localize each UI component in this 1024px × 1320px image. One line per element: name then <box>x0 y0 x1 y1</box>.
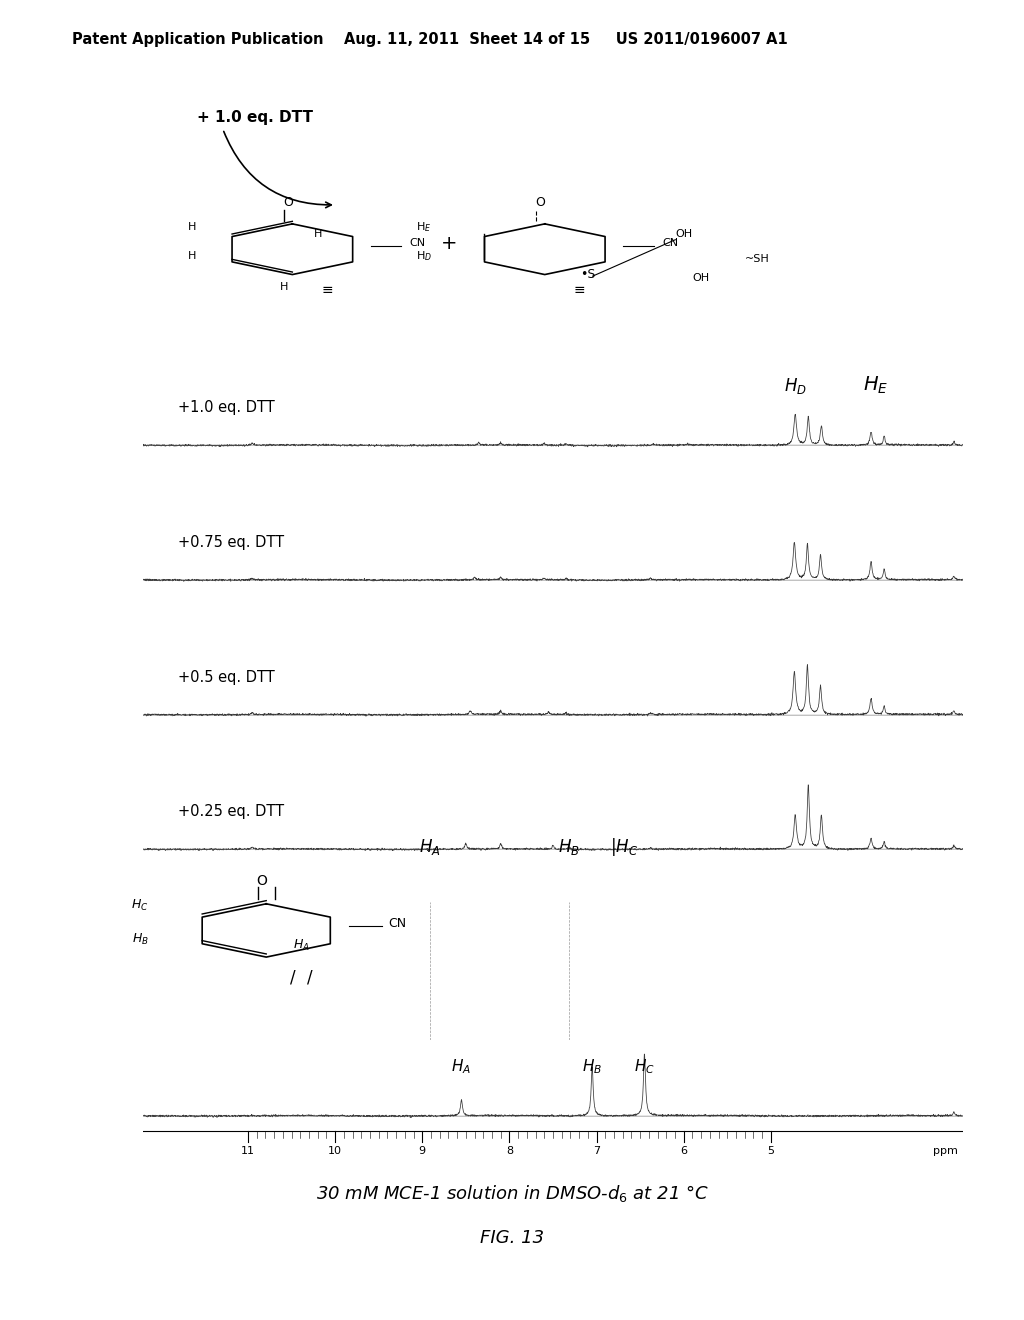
Text: 9: 9 <box>419 1146 426 1156</box>
Text: O: O <box>536 197 546 210</box>
Text: ≡: ≡ <box>573 282 586 297</box>
Text: ~SH: ~SH <box>745 253 770 264</box>
Text: H: H <box>188 222 197 232</box>
Text: 8: 8 <box>506 1146 513 1156</box>
Text: O: O <box>256 874 267 888</box>
Text: •S: •S <box>581 268 596 281</box>
Text: $|H_C$: $|H_C$ <box>610 836 639 858</box>
Text: +0.75 eq. DTT: +0.75 eq. DTT <box>178 535 285 550</box>
Text: O: O <box>283 197 293 210</box>
Text: $H_E$: $H_E$ <box>863 375 888 396</box>
Text: 7: 7 <box>593 1146 600 1156</box>
Text: /: / <box>307 968 312 986</box>
Text: /: / <box>290 968 295 986</box>
Text: $H_A$: $H_A$ <box>419 837 441 857</box>
Text: H$_E$: H$_E$ <box>417 220 432 234</box>
Text: CN: CN <box>663 238 678 248</box>
Text: +0.5 eq. DTT: +0.5 eq. DTT <box>178 669 275 685</box>
Text: $H_B$: $H_B$ <box>132 932 148 946</box>
Text: ≡: ≡ <box>322 282 333 297</box>
Text: H$_D$: H$_D$ <box>416 248 432 263</box>
Text: + 1.0 eq. DTT: + 1.0 eq. DTT <box>197 111 312 125</box>
Text: +1.0 eq. DTT: +1.0 eq. DTT <box>178 400 275 416</box>
Text: Patent Application Publication    Aug. 11, 2011  Sheet 14 of 15     US 2011/0196: Patent Application Publication Aug. 11, … <box>72 32 787 46</box>
Text: $H_D$: $H_D$ <box>783 376 807 396</box>
Text: $H_B$: $H_B$ <box>582 1057 602 1076</box>
Text: H: H <box>314 228 323 239</box>
Text: OH: OH <box>692 273 710 282</box>
Text: 6: 6 <box>680 1146 687 1156</box>
Text: 30 mM MCE-1 solution in DMSO-$d_6$ at 21 °C: 30 mM MCE-1 solution in DMSO-$d_6$ at 21… <box>315 1183 709 1204</box>
Text: 5: 5 <box>767 1146 774 1156</box>
Text: ppm: ppm <box>933 1146 957 1156</box>
Text: H: H <box>280 282 288 293</box>
Text: $H_B$: $H_B$ <box>558 837 580 857</box>
Text: +: + <box>440 234 458 253</box>
Text: 10: 10 <box>328 1146 342 1156</box>
Text: 11: 11 <box>241 1146 255 1156</box>
Text: $H_A$: $H_A$ <box>452 1057 471 1076</box>
Text: H: H <box>188 251 197 261</box>
Text: FIG. 13: FIG. 13 <box>480 1229 544 1247</box>
Text: CN: CN <box>410 238 426 248</box>
Text: +0.25 eq. DTT: +0.25 eq. DTT <box>178 804 285 820</box>
Text: $H_C$: $H_C$ <box>634 1057 655 1076</box>
Text: CN: CN <box>388 917 407 931</box>
Text: OH: OH <box>676 228 692 239</box>
Text: $H_A$: $H_A$ <box>293 939 309 953</box>
Text: $H_C$: $H_C$ <box>131 898 148 912</box>
